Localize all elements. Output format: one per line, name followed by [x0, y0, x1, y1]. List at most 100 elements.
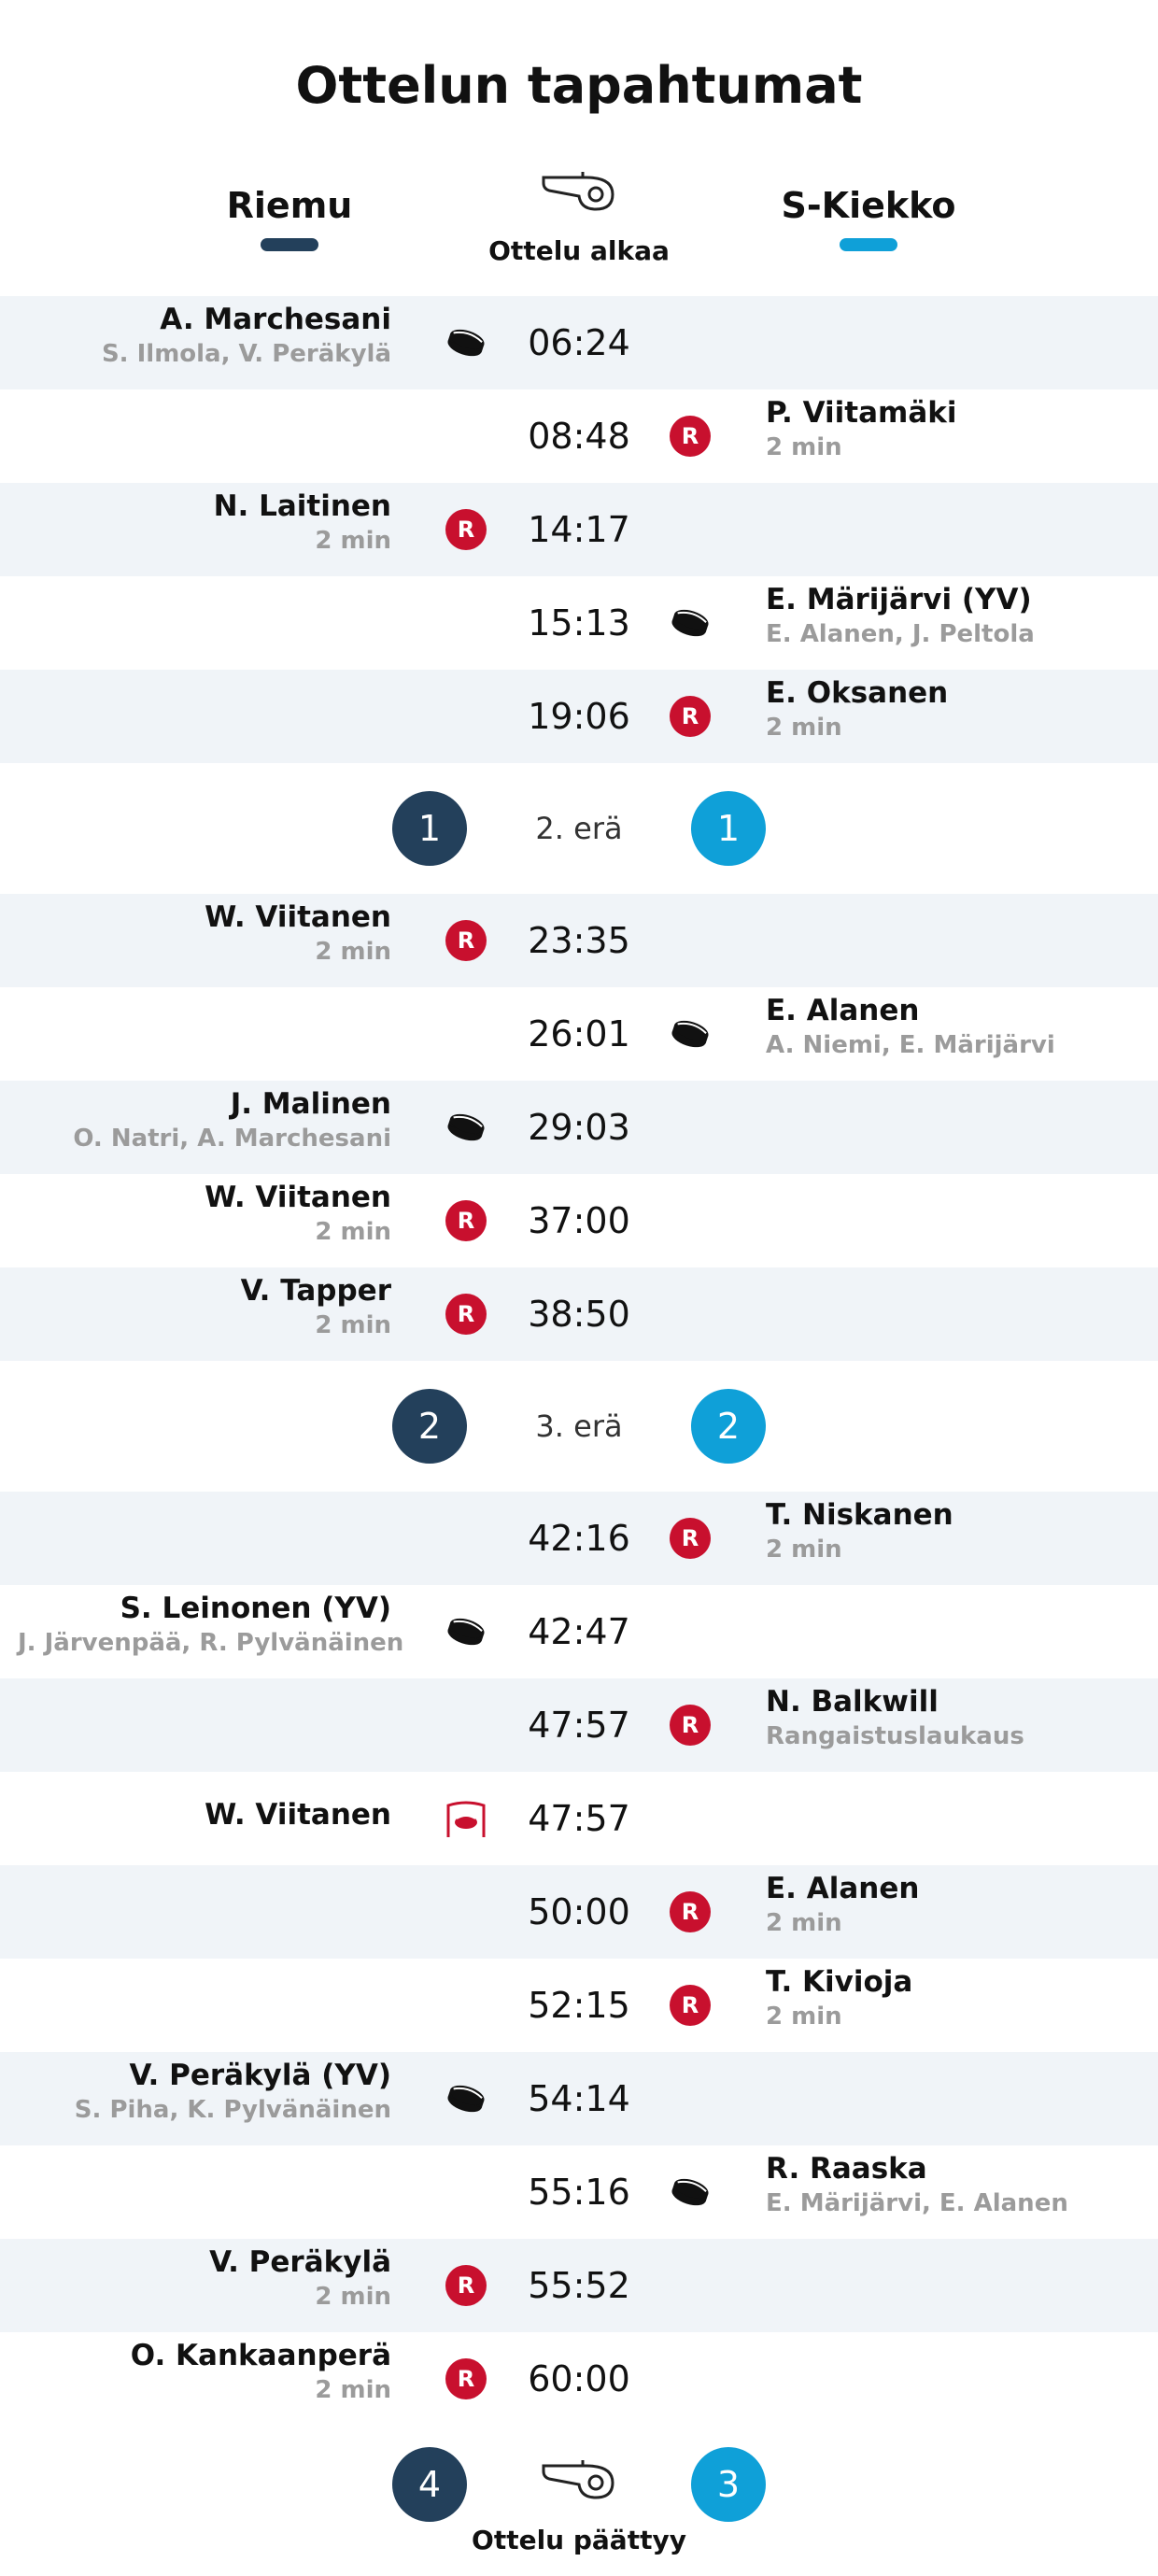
event-row: 14:17 R N. Laitinen 2 min	[0, 483, 1158, 576]
event-text: T. Niskanen 2 min	[766, 1498, 1139, 1564]
away-team-color-bar	[840, 238, 897, 251]
event-row: 50:00 R E. Alanen 2 min	[0, 1865, 1158, 1959]
penalty-icon: R	[445, 2358, 487, 2399]
home-period-score: 1	[392, 791, 467, 866]
event-detail: E. Märijärvi, E. Alanen	[766, 2189, 1068, 2217]
event-time: 47:57	[528, 1798, 630, 1839]
event-detail: S. Ilmola, V. Peräkylä	[101, 340, 391, 368]
event-time: 60:00	[528, 2358, 630, 2399]
event-time: 08:48	[528, 416, 630, 457]
penalty-letter: R	[670, 1985, 711, 2026]
event-detail: J. Järvenpää, R. Pylvänäinen	[18, 1629, 404, 1657]
event-detail: 2 min	[766, 1536, 842, 1564]
penalty-icon: R	[445, 509, 487, 550]
away-team-name: S-Kiekko	[781, 185, 956, 226]
event-text: E. Märijärvi (YV) E. Alanen, J. Peltola	[766, 583, 1139, 648]
period-divider: 1 2. erä 1	[0, 763, 1158, 894]
event-time: 23:35	[528, 920, 630, 961]
penalty-icon: R	[445, 2265, 487, 2306]
event-text: V. Tapper 2 min	[18, 1274, 391, 1339]
event-text: E. Oksanen 2 min	[766, 676, 1139, 742]
player-name: E. Märijärvi (YV)	[766, 583, 1032, 616]
event-row: 23:35 R W. Viitanen 2 min	[0, 894, 1158, 987]
penalty-icon: R	[670, 416, 711, 457]
penalty-icon: R	[445, 1294, 487, 1335]
event-row: 08:48 R P. Viitamäki 2 min	[0, 389, 1158, 483]
event-time: 06:24	[528, 322, 630, 363]
away-period-score: 2	[691, 1389, 766, 1464]
event-text: E. Alanen 2 min	[766, 1872, 1139, 1937]
event-row: 26:01 E. Alanen A. Niemi, E. Märijärvi	[0, 987, 1158, 1081]
player-name: E. Oksanen	[766, 676, 949, 710]
player-name: T. Kivioja	[766, 1965, 913, 1999]
event-detail: 2 min	[315, 2283, 391, 2311]
event-row: 38:50 R V. Tapper 2 min	[0, 1267, 1158, 1361]
event-text: W. Viitanen 2 min	[18, 900, 391, 966]
event-text: P. Viitamäki 2 min	[766, 396, 1139, 461]
event-detail: Rangaistuslaukaus	[766, 1722, 1024, 1750]
player-name: N. Balkwill	[766, 1685, 939, 1719]
event-row: 42:16 R T. Niskanen 2 min	[0, 1492, 1158, 1585]
event-text: J. Malinen O. Natri, A. Marchesani	[18, 1087, 391, 1153]
puck-icon	[670, 2172, 711, 2213]
penalty-letter: R	[670, 1705, 711, 1746]
final-away-score: 3	[691, 2447, 766, 2522]
player-name: W. Viitanen	[205, 900, 391, 934]
event-time: 55:16	[528, 2172, 630, 2213]
event-row: 55:16 R. Raaska E. Märijärvi, E. Alanen	[0, 2145, 1158, 2239]
event-row: 52:15 R T. Kivioja 2 min	[0, 1959, 1158, 2052]
event-detail: S. Piha, K. Pylvänäinen	[74, 2096, 391, 2124]
whistle-icon	[542, 2460, 614, 2499]
final-score-row: 4 3	[0, 2447, 1158, 2541]
event-text: S. Leinonen (YV) J. Järvenpää, R. Pylvänä…	[18, 1592, 404, 1657]
event-time: 14:17	[528, 509, 630, 550]
away-period-score: 1	[691, 791, 766, 866]
puck-icon	[445, 322, 487, 363]
puck-icon	[670, 1013, 711, 1054]
penalty-icon: R	[445, 1200, 487, 1241]
player-name: V. Peräkylä	[209, 2245, 391, 2279]
player-name: V. Tapper	[240, 1274, 391, 1308]
event-text: E. Alanen A. Niemi, E. Märijärvi	[766, 994, 1139, 1059]
match-end-label: Ottelu päättyy	[472, 2525, 686, 2555]
penalty-letter: R	[445, 920, 487, 961]
event-text: T. Kivioja 2 min	[766, 1965, 1139, 2031]
penalty-letter: R	[670, 696, 711, 737]
event-detail: 2 min	[766, 2003, 842, 2031]
event-row: 29:03 J. Malinen O. Natri, A. Marchesani	[0, 1081, 1158, 1174]
period-label: 3. erä	[535, 1408, 623, 1444]
player-name: W. Viitanen	[205, 1181, 391, 1214]
event-detail: 2 min	[315, 938, 391, 966]
event-time: 47:57	[528, 1705, 630, 1746]
puck-icon	[445, 1107, 487, 1148]
event-text: R. Raaska E. Märijärvi, E. Alanen	[766, 2152, 1139, 2217]
puck-icon	[445, 2078, 487, 2119]
penalty-icon: R	[445, 920, 487, 961]
period-divider: 2 3. erä 2	[0, 1361, 1158, 1492]
event-text: O. Kankaanperä 2 min	[18, 2339, 391, 2404]
event-text: V. Peräkylä 2 min	[18, 2245, 391, 2311]
event-row: 15:13 E. Märijärvi (YV) E. Alanen, J. Pelt…	[0, 576, 1158, 670]
event-detail: 2 min	[315, 2376, 391, 2404]
event-detail: 2 min	[315, 1218, 391, 1246]
home-period-score: 2	[392, 1389, 467, 1464]
player-name: E. Alanen	[766, 994, 920, 1027]
event-text: A. Marchesani S. Ilmola, V. Peräkylä	[18, 303, 391, 368]
player-name: N. Laitinen	[213, 489, 391, 523]
event-text: W. Viitanen	[18, 1798, 391, 1832]
event-text: N. Balkwill Rangaistuslaukaus	[766, 1685, 1139, 1750]
event-time: 37:00	[528, 1200, 630, 1241]
event-time: 19:06	[528, 696, 630, 737]
event-detail: E. Alanen, J. Peltola	[766, 620, 1035, 648]
event-row: 60:00 R O. Kankaanperä 2 min	[0, 2332, 1158, 2426]
penalty-letter: R	[670, 1518, 711, 1559]
player-name: J. Malinen	[230, 1087, 391, 1121]
whistle-icon	[542, 172, 614, 211]
event-row: 37:00 R W. Viitanen 2 min	[0, 1174, 1158, 1267]
event-time: 50:00	[528, 1891, 630, 1932]
event-row: 19:06 R E. Oksanen 2 min	[0, 670, 1158, 763]
event-row: 54:14 V. Peräkylä (YV) S. Piha, K. Pylvänä…	[0, 2052, 1158, 2145]
event-detail: 2 min	[766, 714, 842, 742]
penalty-letter: R	[445, 2358, 487, 2399]
event-time: 38:50	[528, 1294, 630, 1335]
